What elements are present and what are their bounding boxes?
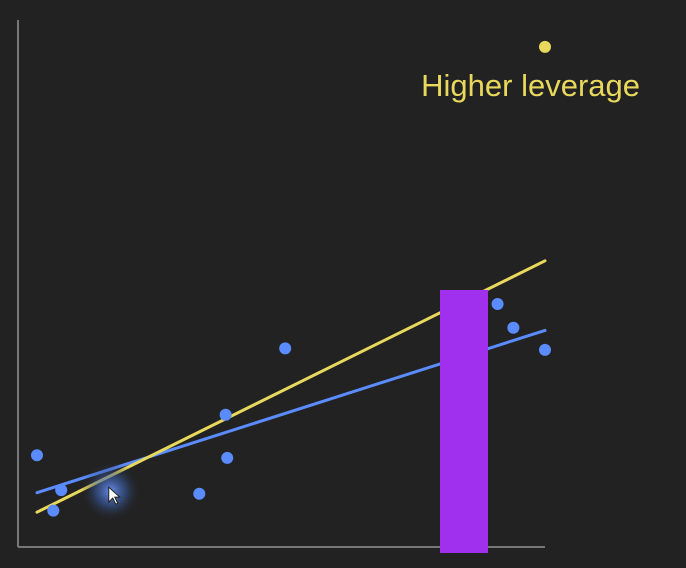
cursor-arrow-icon [108, 486, 122, 505]
blue-data-point [55, 484, 68, 497]
blue-data-point [491, 298, 504, 311]
blue-data-point [221, 451, 234, 464]
blue-data-point [279, 342, 292, 355]
blue-data-point [507, 321, 520, 334]
blue-data-point [219, 408, 232, 421]
higher-leverage-label: Higher leverage [421, 68, 640, 103]
blue-data-point [193, 487, 206, 500]
purple-overlay-block [440, 290, 488, 553]
blue-data-point [47, 504, 60, 517]
high-leverage-point [539, 40, 551, 53]
mouse-cursor-group [80, 461, 141, 522]
blue-data-point [30, 449, 43, 462]
blue-data-point [539, 343, 551, 356]
